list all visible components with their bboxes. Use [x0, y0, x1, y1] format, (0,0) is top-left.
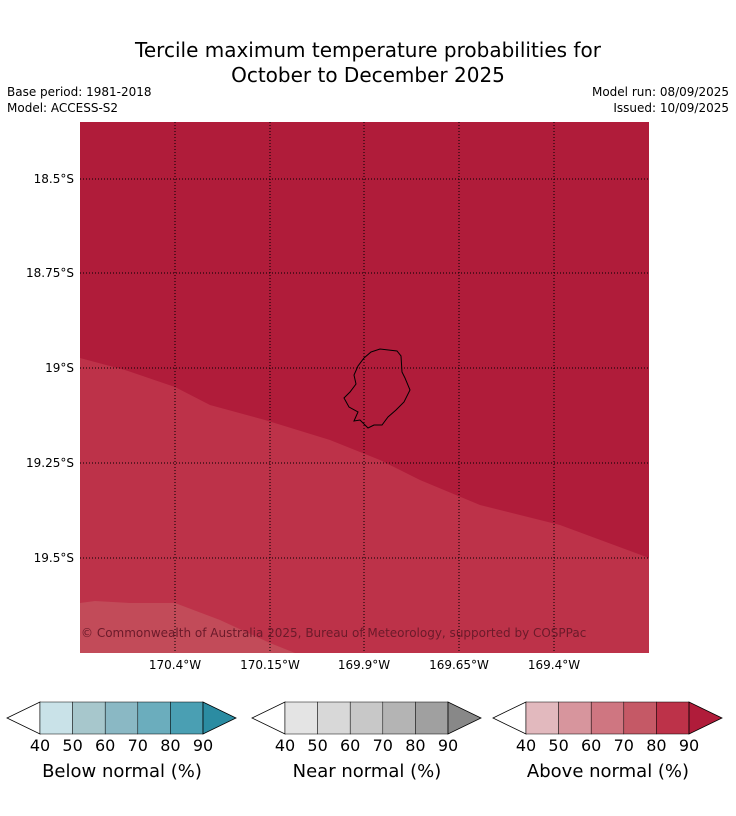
- issued-date: Issued: 10/09/2025: [613, 101, 729, 115]
- tick-label: 70: [127, 736, 148, 755]
- colorbar-segment: [623, 701, 657, 735]
- colorbar-segment: [39, 701, 73, 735]
- island-outline: [343, 348, 411, 429]
- colorbar-segment: [382, 701, 416, 735]
- tick-label: 80: [405, 736, 426, 755]
- colorbar-extend-high: [202, 701, 237, 735]
- colorbar-extend-high: [447, 701, 482, 735]
- tick-label: 40: [29, 736, 51, 755]
- legend-title-above: Above normal (%): [526, 761, 690, 782]
- colorbar-segment: [349, 701, 384, 735]
- meta-left: Base period: 1981-2018 Model: ACCESS-S2: [7, 84, 152, 116]
- lat-label-19-5: 19.5°S: [33, 551, 74, 565]
- legend-near-normal: [251, 700, 483, 736]
- tick-label: 50: [62, 736, 83, 755]
- map-zone-above-80: [80, 358, 649, 653]
- colorbar-segment: [72, 701, 106, 735]
- map-zone-above-70: [80, 601, 295, 653]
- base-period: Base period: 1981-2018: [7, 85, 152, 99]
- tick-label: 90: [678, 736, 700, 755]
- colorbar-segment: [284, 701, 318, 735]
- meta-right: Model run: 08/09/2025 Issued: 10/09/2025: [592, 84, 729, 116]
- legend-title-near: Near normal (%): [292, 761, 442, 782]
- lat-label-18-5: 18.5°S: [33, 172, 74, 186]
- colorbar-below: [6, 701, 237, 735]
- tick-label: 60: [581, 736, 602, 755]
- graticule: [80, 122, 649, 653]
- lat-label-19: 19°S: [45, 361, 74, 375]
- tick-label: 50: [307, 736, 328, 755]
- title-line-1: Tercile maximum temperature probabilitie…: [135, 38, 601, 62]
- lon-label-169-9: 169.9°W: [337, 658, 391, 672]
- title-line-2: October to December 2025: [231, 63, 505, 87]
- colorbar-segment: [656, 701, 690, 735]
- colorbar-near: [251, 701, 482, 735]
- model-run: Model run: 08/09/2025: [591, 85, 729, 99]
- colorbar-above: [492, 701, 723, 735]
- chart-title: Tercile maximum temperature probabilitie…: [0, 38, 736, 88]
- colorbar-extend-low: [492, 701, 527, 735]
- tick-label: 80: [160, 736, 181, 755]
- colorbar-segment: [137, 701, 171, 735]
- tick-label: 70: [613, 736, 634, 755]
- lon-label-169-65: 169.65°W: [429, 658, 489, 672]
- probability-map: [80, 122, 649, 653]
- copyright-notice: © Commonwealth of Australia 2025, Bureau…: [81, 626, 587, 640]
- colorbar-extend-high: [688, 701, 723, 735]
- colorbar-segment: [104, 701, 139, 735]
- colorbar-extend-low: [251, 701, 286, 735]
- tick-label: 90: [192, 736, 214, 755]
- model-name: Model: ACCESS-S2: [7, 101, 119, 115]
- tick-label: 40: [515, 736, 537, 755]
- tick-label: 60: [95, 736, 116, 755]
- legend-below-normal: [6, 700, 238, 736]
- tick-label: 50: [548, 736, 569, 755]
- lat-label-19-25: 19.25°S: [26, 456, 74, 470]
- tick-label: 90: [437, 736, 459, 755]
- tick-label: 80: [646, 736, 667, 755]
- colorbar-segment: [317, 701, 351, 735]
- lon-label-170-4: 170.4°W: [148, 658, 202, 672]
- colorbar-segment: [590, 701, 625, 735]
- lat-label-18-75: 18.75°S: [26, 266, 74, 280]
- tick-label: 40: [274, 736, 296, 755]
- colorbar-extend-low: [6, 701, 41, 735]
- legend-above-normal: [492, 700, 724, 736]
- lon-label-169-4: 169.4°W: [527, 658, 581, 672]
- colorbar-segment: [170, 701, 204, 735]
- tick-label: 70: [372, 736, 393, 755]
- colorbar-segment: [415, 701, 449, 735]
- legend-title-below: Below normal (%): [42, 761, 202, 782]
- tick-label: 60: [340, 736, 361, 755]
- lon-label-170-15: 170.15°W: [240, 658, 300, 672]
- colorbar-segment: [525, 701, 559, 735]
- colorbar-segment: [558, 701, 592, 735]
